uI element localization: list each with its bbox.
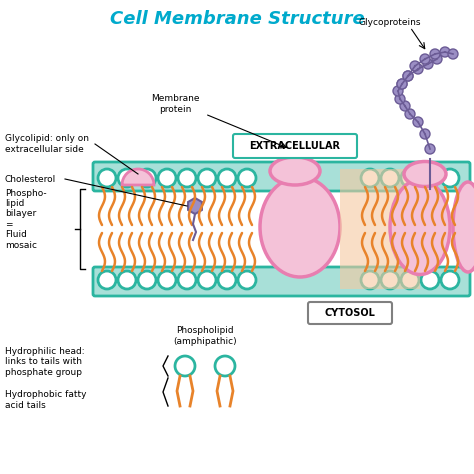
FancyBboxPatch shape xyxy=(308,302,392,324)
Circle shape xyxy=(218,169,236,187)
Circle shape xyxy=(118,271,136,289)
Circle shape xyxy=(397,79,407,89)
Text: Glycoproteins: Glycoproteins xyxy=(359,18,421,27)
Circle shape xyxy=(178,271,196,289)
Ellipse shape xyxy=(270,157,320,185)
Circle shape xyxy=(441,271,459,289)
Circle shape xyxy=(98,271,116,289)
Circle shape xyxy=(158,271,176,289)
Circle shape xyxy=(420,54,430,64)
Text: Hydrophobic fatty
acid tails: Hydrophobic fatty acid tails xyxy=(5,390,86,410)
Circle shape xyxy=(441,169,459,187)
Circle shape xyxy=(421,169,439,187)
Circle shape xyxy=(401,271,419,289)
Text: Membrane
protein: Membrane protein xyxy=(151,94,199,114)
FancyBboxPatch shape xyxy=(233,134,357,158)
Text: Phospholipid
(amphipathic): Phospholipid (amphipathic) xyxy=(173,326,237,346)
Text: EXTRACELLULAR: EXTRACELLULAR xyxy=(249,141,340,151)
Circle shape xyxy=(118,169,136,187)
Circle shape xyxy=(218,271,236,289)
Circle shape xyxy=(138,271,156,289)
Circle shape xyxy=(175,356,195,376)
Circle shape xyxy=(198,169,216,187)
Wedge shape xyxy=(122,169,154,185)
Circle shape xyxy=(410,61,420,71)
Circle shape xyxy=(395,94,405,104)
FancyBboxPatch shape xyxy=(93,162,470,191)
Bar xyxy=(340,169,420,289)
Circle shape xyxy=(361,271,379,289)
Circle shape xyxy=(448,49,458,59)
Circle shape xyxy=(238,271,256,289)
Circle shape xyxy=(381,169,399,187)
Circle shape xyxy=(432,54,442,64)
Circle shape xyxy=(440,47,450,57)
Circle shape xyxy=(413,117,423,127)
Text: Cell Membrane Structure: Cell Membrane Structure xyxy=(109,10,365,28)
Circle shape xyxy=(403,71,413,81)
Circle shape xyxy=(430,49,440,59)
Circle shape xyxy=(381,271,399,289)
Circle shape xyxy=(423,59,433,69)
Text: Hydrophilic head:
links to tails with
phosphate group: Hydrophilic head: links to tails with ph… xyxy=(5,347,85,377)
Circle shape xyxy=(425,144,435,154)
Circle shape xyxy=(400,101,410,111)
Circle shape xyxy=(198,271,216,289)
Ellipse shape xyxy=(390,180,450,274)
Circle shape xyxy=(98,169,116,187)
Circle shape xyxy=(413,64,423,74)
Circle shape xyxy=(158,169,176,187)
Circle shape xyxy=(401,169,419,187)
Circle shape xyxy=(138,169,156,187)
Circle shape xyxy=(215,356,235,376)
Circle shape xyxy=(405,109,415,119)
Text: CYTOSOL: CYTOSOL xyxy=(325,308,375,318)
Ellipse shape xyxy=(260,177,340,277)
Circle shape xyxy=(397,79,407,89)
Circle shape xyxy=(238,169,256,187)
Circle shape xyxy=(361,169,379,187)
Text: Glycolipid: only on
extracellular side: Glycolipid: only on extracellular side xyxy=(5,134,89,154)
FancyBboxPatch shape xyxy=(93,267,470,296)
Circle shape xyxy=(393,86,403,96)
Ellipse shape xyxy=(404,162,446,186)
Text: Phospho-
lipid
bilayer
=
Fluid
mosaic: Phospho- lipid bilayer = Fluid mosaic xyxy=(5,189,46,249)
Circle shape xyxy=(421,271,439,289)
Circle shape xyxy=(420,129,430,139)
Circle shape xyxy=(403,71,413,81)
Ellipse shape xyxy=(453,182,474,272)
Text: Cholesterol: Cholesterol xyxy=(5,174,56,183)
Circle shape xyxy=(178,169,196,187)
